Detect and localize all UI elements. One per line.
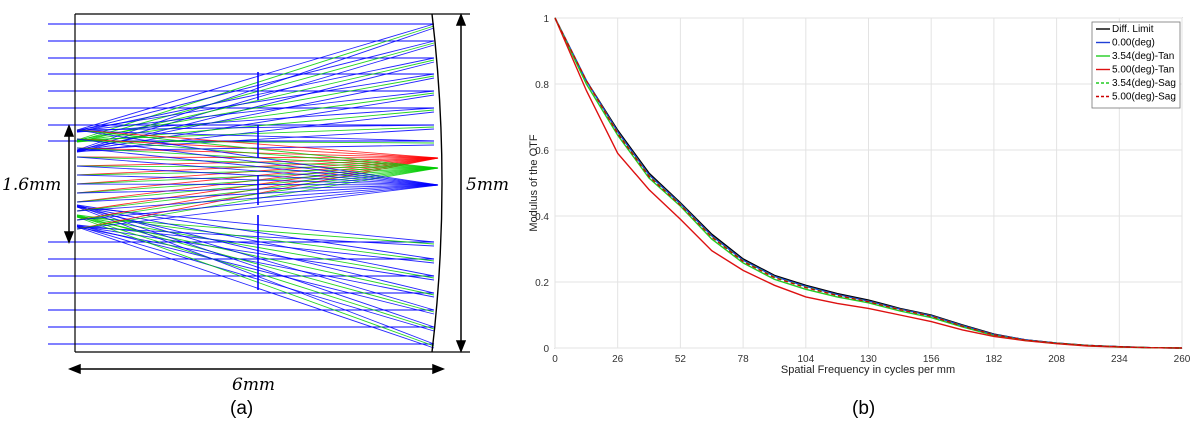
image-fan-ray <box>76 165 439 169</box>
reflected-ray <box>76 73 435 131</box>
reflected-ray <box>76 226 435 349</box>
x-tick-label: 0 <box>552 354 558 365</box>
reflected-ray <box>76 215 435 279</box>
reflected-ray <box>76 206 435 345</box>
reflected-ray <box>76 57 435 133</box>
image-fan-ray <box>76 138 439 186</box>
reflected-ray <box>76 107 435 133</box>
reflected-ray <box>76 140 435 144</box>
height-label: 5mm <box>466 175 509 195</box>
reflected-ray <box>76 130 435 142</box>
series-line-5-00-deg-sag <box>554 17 1183 349</box>
x-axis-label: Spatial Frequency in cycles per mm <box>781 364 955 376</box>
reflected-ray <box>76 214 435 313</box>
image-fan-ray <box>76 156 439 186</box>
y-tick-label: 1 <box>543 14 549 25</box>
x-tick-label: 26 <box>612 354 624 365</box>
aperture-dimension-arrow <box>63 123 75 245</box>
reflected-ray <box>76 225 435 281</box>
legend-entry: 3.54(deg)-Tan <box>1112 51 1174 62</box>
reflected-ray <box>76 224 435 315</box>
y-tick-label: 0 <box>543 344 549 355</box>
y-tick-label: 0.4 <box>535 212 549 223</box>
reflected-ray <box>76 206 435 243</box>
ray-bundle <box>48 23 439 349</box>
x-tick-label: 234 <box>1111 354 1128 365</box>
reflected-ray <box>76 44 435 152</box>
x-tick-label: 52 <box>675 354 687 365</box>
legend-entry: 3.54(deg)-Sag <box>1112 78 1176 89</box>
reflected-ray <box>76 205 435 277</box>
x-tick-label: 208 <box>1048 354 1065 365</box>
aperture-label: 1.6mm <box>2 175 61 195</box>
ray-trace-diagram: 1.6mm 5mm 6mm (a) <box>2 12 509 419</box>
x-tick-label: 156 <box>923 354 940 365</box>
curved-mirror-surface <box>431 13 443 353</box>
reflected-ray <box>76 204 435 311</box>
x-tick-label: 104 <box>797 354 814 365</box>
legend-box <box>1091 21 1181 109</box>
y-axis-label: Modulus of the OTF <box>528 134 540 231</box>
mtf-chart: 0 0.2 0.4 0.6 0.8 1 0 26 52 78 104 130 156 182 208 234… <box>528 14 1191 419</box>
reflected-ray <box>76 204 435 260</box>
y-tick-label: 0.8 <box>535 80 549 91</box>
reflected-ray <box>76 216 435 296</box>
y-tick-label: 0.2 <box>535 278 549 289</box>
length-label: 6mm <box>232 375 275 395</box>
series-lines <box>554 17 1183 349</box>
image-fan-ray <box>76 156 439 169</box>
reflected-ray <box>76 23 435 131</box>
legend-entry: 0.00(deg) <box>1112 38 1155 49</box>
y-tick-labels: 0 0.2 0.4 0.6 0.8 1 <box>535 14 549 355</box>
reflected-ray <box>76 226 435 298</box>
legend: Diff. Limit 0.00(deg) 3.54(deg)-Tan 5.00(de… <box>1091 21 1181 109</box>
panel-b-caption: (b) <box>852 398 875 419</box>
panel-a-caption: (a) <box>230 398 253 419</box>
reflected-ray <box>76 126 435 141</box>
image-fan-ray <box>76 147 439 186</box>
x-tick-labels: 0 26 52 78 104 130 156 182 208 234 260 <box>552 354 1191 365</box>
y-tick-label: 0.6 <box>535 146 549 157</box>
reflected-ray <box>76 124 435 131</box>
reflected-ray <box>76 111 435 153</box>
legend-entry: Diff. Limit <box>1112 24 1154 35</box>
image-fan-ray <box>76 167 439 176</box>
length-dimension-arrow <box>67 363 446 375</box>
reflected-ray <box>76 225 435 332</box>
reflected-ray <box>76 205 435 328</box>
grid-lines <box>554 17 1183 349</box>
x-tick-label: 260 <box>1174 354 1191 365</box>
reflected-ray <box>76 40 435 132</box>
legend-entry: 5.00(deg)-Sag <box>1112 92 1176 103</box>
x-tick-label: 130 <box>860 354 877 365</box>
height-dimension-arrow <box>455 12 467 354</box>
x-tick-label: 182 <box>986 354 1003 365</box>
x-tick-label: 78 <box>738 354 750 365</box>
legend-entry: 5.00(deg)-Tan <box>1112 65 1174 76</box>
reflected-ray <box>76 215 435 330</box>
image-fan-ray <box>76 184 439 230</box>
reflected-ray <box>76 216 435 347</box>
reflected-ray <box>76 90 435 132</box>
